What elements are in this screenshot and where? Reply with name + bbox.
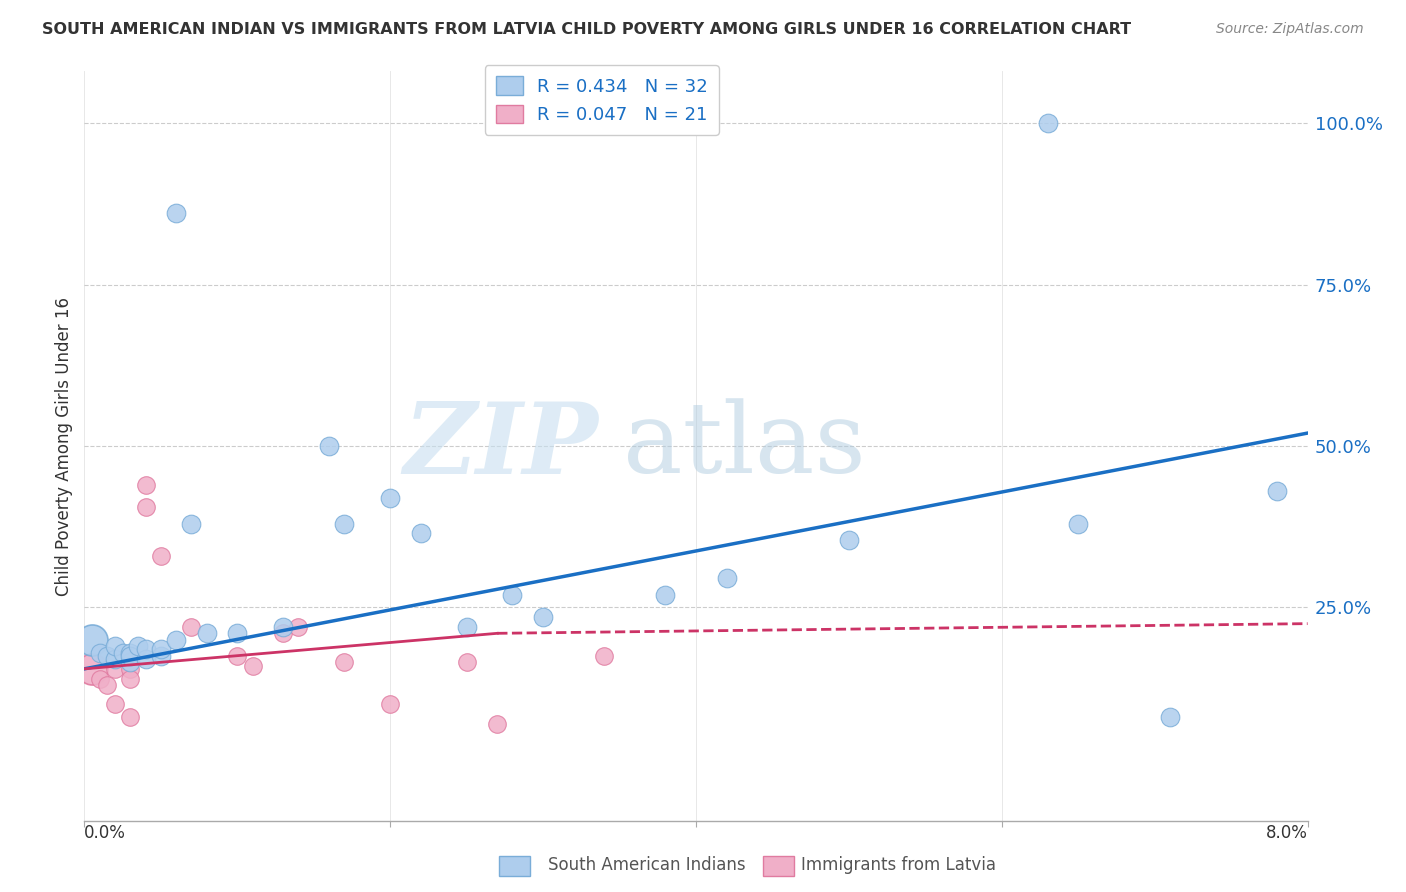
Point [180,620,202,634]
Point [120,662,142,676]
Legend: R = 0.434   N = 32, R = 0.047   N = 21: R = 0.434 N = 32, R = 0.047 N = 21 [485,65,718,135]
Point [1036,116,1059,130]
Text: atlas: atlas [623,398,865,494]
Point [380,698,402,712]
Point [380,491,402,505]
Point [135,652,157,666]
Point [80,632,103,647]
Text: South American Indians: South American Indians [548,856,747,874]
Point [96,678,118,692]
Y-axis label: Child Poverty Among Girls Under 16: Child Poverty Among Girls Under 16 [55,296,73,596]
Text: ZIP: ZIP [404,398,598,494]
Point [104,639,127,653]
Point [149,549,172,563]
Point [226,648,249,663]
Point [120,646,142,660]
Point [89,672,111,686]
Point [1159,710,1181,724]
Point [96,648,118,663]
Point [111,646,134,660]
Point [502,588,524,602]
Point [104,662,127,676]
Text: SOUTH AMERICAN INDIAN VS IMMIGRANTS FROM LATVIA CHILD POVERTY AMONG GIRLS UNDER : SOUTH AMERICAN INDIAN VS IMMIGRANTS FROM… [42,22,1132,37]
Text: 0.0%: 0.0% [84,824,127,842]
Point [456,656,478,670]
Point [287,620,309,634]
Point [1265,484,1288,499]
Point [593,648,616,663]
Point [135,500,157,515]
Point [180,516,202,531]
Point [333,656,356,670]
Point [120,672,142,686]
Text: Immigrants from Latvia: Immigrants from Latvia [801,856,997,874]
Point [120,648,142,663]
Point [242,658,264,673]
Point [149,648,172,663]
Text: Source: ZipAtlas.com: Source: ZipAtlas.com [1216,22,1364,37]
Point [120,656,142,670]
Point [104,698,127,712]
Point [654,588,676,602]
Point [165,632,187,647]
Point [104,652,127,666]
Point [80,662,103,676]
Point [271,620,294,634]
Point [333,516,356,531]
Point [531,610,554,624]
Point [149,642,172,657]
Point [271,626,294,640]
Point [135,477,157,491]
Point [456,620,478,634]
Point [135,642,157,657]
Text: 8.0%: 8.0% [1265,824,1308,842]
Point [409,526,432,541]
Point [195,626,218,640]
Point [1067,516,1090,531]
Point [89,646,111,660]
Point [318,439,340,453]
Point [838,533,860,547]
Point [127,639,149,653]
Point [226,626,249,640]
Point [716,571,738,585]
Point [165,206,187,220]
Point [120,710,142,724]
Point [486,716,509,731]
